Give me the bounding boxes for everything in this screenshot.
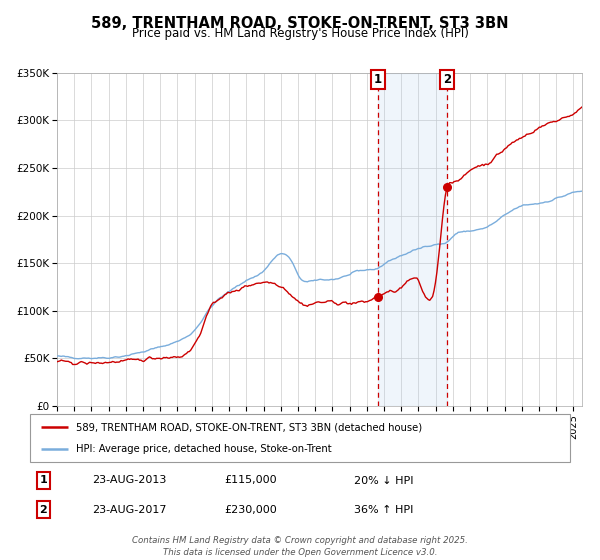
FancyBboxPatch shape [30,414,570,462]
Text: Price paid vs. HM Land Registry's House Price Index (HPI): Price paid vs. HM Land Registry's House … [131,27,469,40]
Text: £115,000: £115,000 [224,475,277,486]
Text: 20% ↓ HPI: 20% ↓ HPI [354,475,413,486]
Text: Contains HM Land Registry data © Crown copyright and database right 2025.
This d: Contains HM Land Registry data © Crown c… [132,536,468,557]
Text: 23-AUG-2017: 23-AUG-2017 [92,505,167,515]
Text: 589, TRENTHAM ROAD, STOKE-ON-TRENT, ST3 3BN: 589, TRENTHAM ROAD, STOKE-ON-TRENT, ST3 … [91,16,509,31]
Text: 23-AUG-2013: 23-AUG-2013 [92,475,166,486]
Text: 36% ↑ HPI: 36% ↑ HPI [354,505,413,515]
Bar [378,73,447,406]
Text: HPI: Average price, detached house, Stoke-on-Trent: HPI: Average price, detached house, Stok… [76,444,332,454]
Text: 1: 1 [40,475,47,486]
Text: 2: 2 [40,505,47,515]
Text: 2: 2 [443,73,451,86]
Text: 1: 1 [374,73,382,86]
Text: £230,000: £230,000 [224,505,277,515]
Text: 589, TRENTHAM ROAD, STOKE-ON-TRENT, ST3 3BN (detached house): 589, TRENTHAM ROAD, STOKE-ON-TRENT, ST3 … [76,422,422,432]
